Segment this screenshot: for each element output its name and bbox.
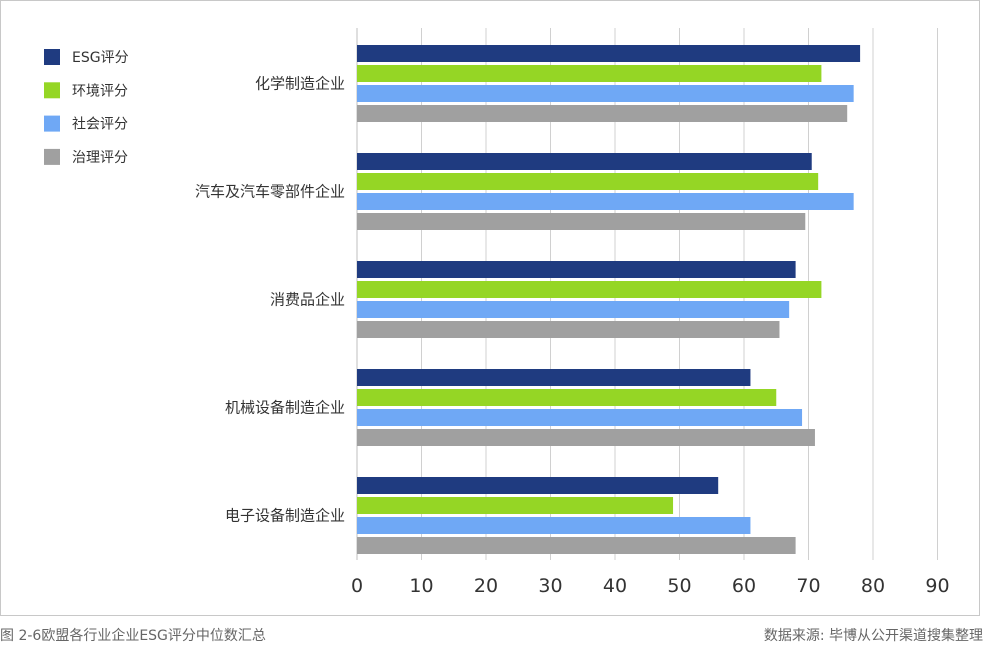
x-tick-label: 60 bbox=[732, 575, 756, 597]
legend-label: ESG评分 bbox=[72, 50, 129, 66]
bar-2-1 bbox=[357, 281, 822, 298]
bar-2-2 bbox=[357, 301, 790, 318]
x-axis-ticks: 0 10 20 30 40 50 60 70 80 90 bbox=[351, 575, 950, 597]
x-tick-label: 30 bbox=[538, 575, 562, 597]
category-label: 消费品企业 bbox=[270, 291, 345, 309]
bar-0-2 bbox=[357, 85, 854, 102]
x-tick-label: 80 bbox=[861, 575, 885, 597]
x-tick-label: 0 bbox=[351, 575, 363, 597]
bar-3-2 bbox=[357, 409, 803, 426]
category-label: 化学制造企业 bbox=[255, 75, 345, 93]
bar-1-0 bbox=[357, 153, 812, 170]
category-label: 汽车及汽车零部件企业 bbox=[195, 183, 345, 201]
legend-swatch-0 bbox=[44, 49, 60, 65]
x-tick-label: 40 bbox=[603, 575, 627, 597]
bar-2-3 bbox=[357, 321, 780, 338]
bar-1-3 bbox=[357, 213, 806, 230]
bar-2-0 bbox=[357, 261, 796, 278]
bar-3-1 bbox=[357, 389, 777, 406]
bar-4-2 bbox=[357, 517, 751, 534]
category-label: 机械设备制造企业 bbox=[225, 399, 345, 417]
legend-swatch-2 bbox=[44, 115, 60, 132]
legend-swatch-3 bbox=[44, 148, 60, 165]
figure-caption: 图 2-6欧盟各行业企业ESG评分中位数汇总 bbox=[0, 628, 266, 644]
bar-4-0 bbox=[357, 477, 719, 494]
x-tick-label: 90 bbox=[925, 575, 949, 597]
bar-0-0 bbox=[357, 45, 861, 62]
bar-1-2 bbox=[357, 193, 854, 210]
bar-0-1 bbox=[357, 65, 822, 82]
category-label: 电子设备制造企业 bbox=[225, 507, 345, 525]
legend-label: 社会评分 bbox=[72, 117, 128, 133]
bars bbox=[357, 45, 861, 554]
bar-0-3 bbox=[357, 105, 848, 122]
x-tick-label: 20 bbox=[474, 575, 498, 597]
bar-4-1 bbox=[357, 497, 674, 514]
legend-label: 治理评分 bbox=[72, 150, 128, 166]
legend-label: 环境评分 bbox=[72, 83, 128, 99]
x-tick-label: 10 bbox=[409, 575, 433, 597]
bar-3-3 bbox=[357, 429, 815, 446]
bar-3-0 bbox=[357, 369, 751, 386]
x-tick-label: 70 bbox=[796, 575, 820, 597]
x-tick-label: 50 bbox=[667, 575, 691, 597]
bar-1-1 bbox=[357, 173, 819, 190]
legend-swatch-1 bbox=[44, 82, 60, 99]
data-source-note: 数据来源: 毕博从公开渠道搜集整理 bbox=[763, 628, 983, 644]
bar-4-3 bbox=[357, 537, 796, 554]
